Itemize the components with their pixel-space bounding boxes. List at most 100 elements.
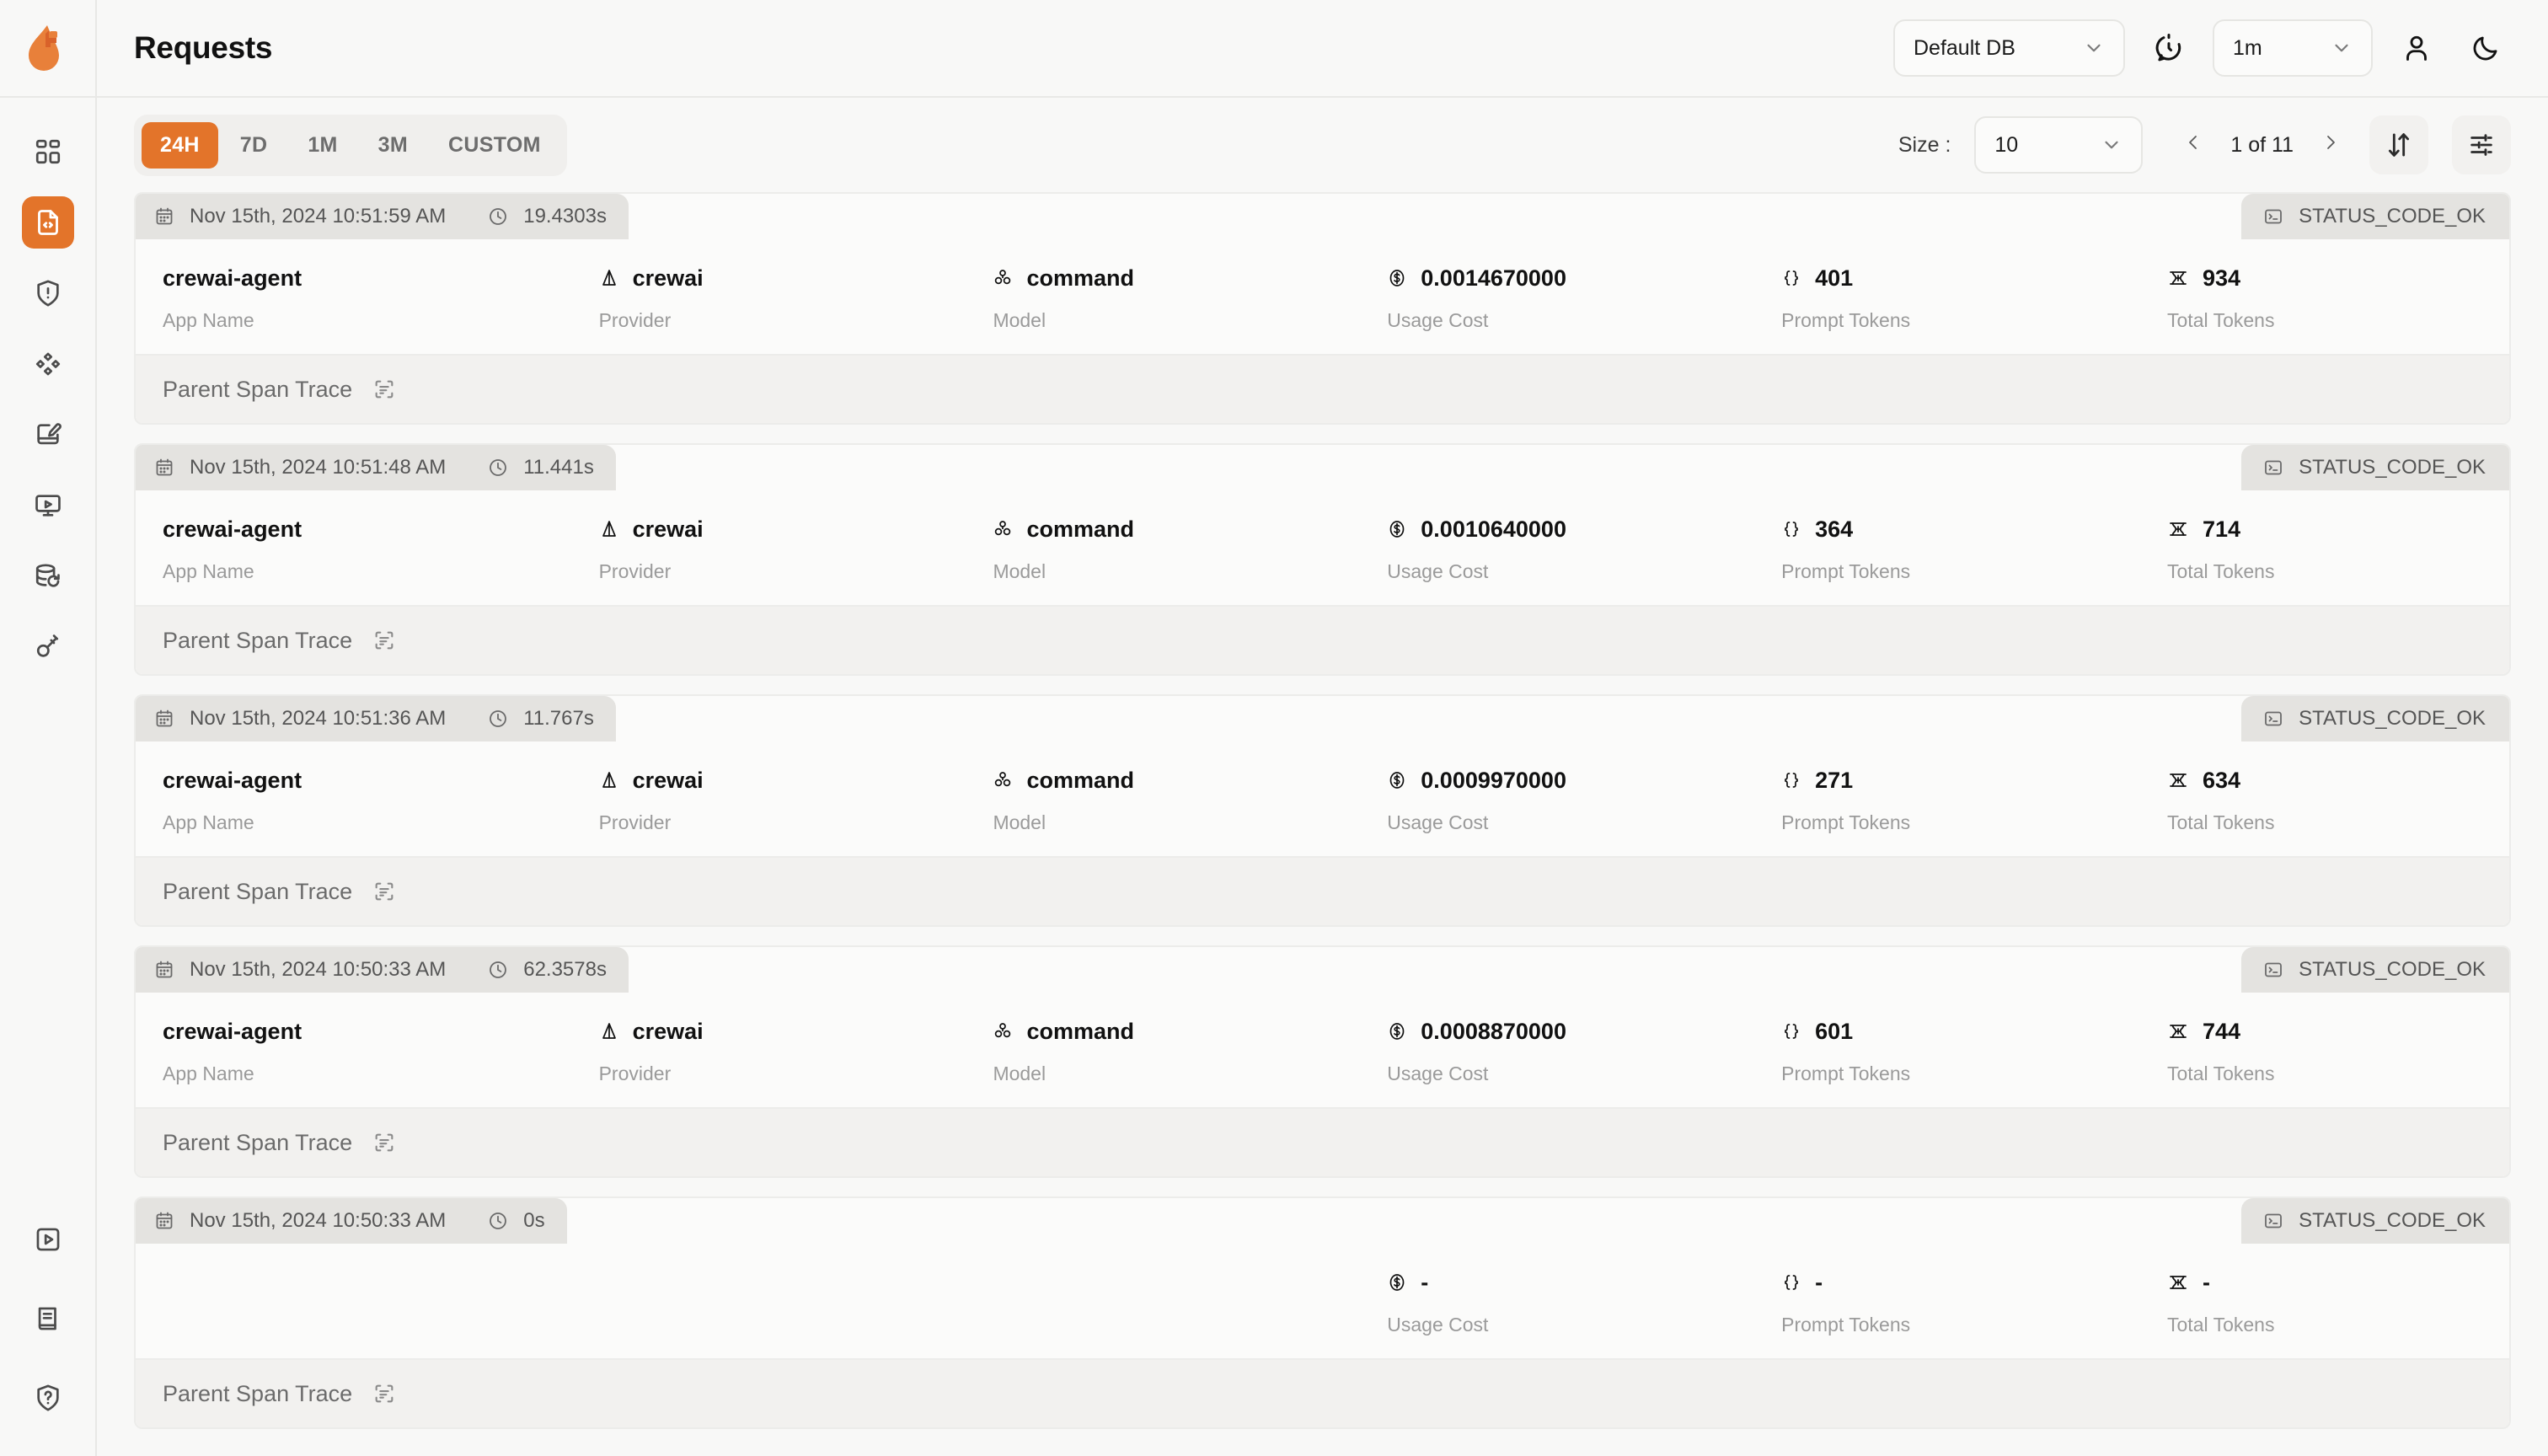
prev-page-button[interactable] [2178,127,2208,163]
chevron-right-icon [2327,136,2335,149]
provider-value: crewai [632,767,704,793]
card-footer[interactable]: Parent Span Trace [136,1109,2509,1176]
atom-model-icon [993,519,1013,539]
field-label: Prompt Tokens [1781,309,1911,331]
usage-cost-value: 0.0008870000 [1421,1018,1566,1044]
card-footer[interactable]: Parent Span Trace [136,1360,2509,1427]
field-label: Total Tokens [2167,1314,2275,1336]
card-status-pill: STATUS_CODE_OK [2241,947,2509,993]
model-value: command [1026,265,1134,291]
request-card[interactable]: Nov 15th, 2024 10:51:48 AM 11.441s STATU… [134,443,2511,676]
database-select[interactable]: Default DB [1893,19,2125,77]
prompt-tokens-value: 401 [1815,265,1854,291]
field-total-tokens: - Total Tokens [2140,1266,2509,1336]
sidebar-item-tutorials[interactable] [22,1213,74,1266]
status-badge: STATUS_CODE_OK [2299,958,2486,981]
request-card[interactable]: Nov 15th, 2024 10:51:36 AM 11.767s STATU… [134,694,2511,927]
braces-icon [1781,1272,1801,1293]
dollar-circle-icon [1387,268,1407,288]
range-tab-1m[interactable]: 1M [308,132,338,157]
sidebar-item-api-keys[interactable] [22,621,74,673]
video-play-icon [36,1228,59,1251]
field-model [966,1266,1360,1299]
sidebar-item-requests[interactable] [21,196,74,249]
field-model: command Model [966,261,1360,332]
dollar-circle-icon [1387,770,1407,790]
field-app-name: crewai-agent App Name [136,512,572,583]
field-label: Usage Cost [1387,309,1489,331]
card-footer[interactable]: Parent Span Trace [136,356,2509,423]
parent-span-trace-label: Parent Span Trace [163,1380,353,1406]
range-tab-7d[interactable]: 7D [239,132,268,157]
parent-span-trace-label: Parent Span Trace [163,1129,353,1155]
field-app-name [136,1266,572,1299]
field-app-name: crewai-agent App Name [136,261,572,332]
field-total-tokens: 744 Total Tokens [2140,1014,2509,1085]
trace-scan-icon[interactable] [372,1382,396,1405]
sidebar-nav-top [21,98,74,673]
card-header: Nov 15th, 2024 10:50:33 AM 62.3578s STAT… [136,947,2509,993]
field-label: Provider [598,1063,672,1084]
terminal-icon [2263,709,2283,729]
field-label: App Name [163,560,254,582]
shield-question-icon [36,1384,59,1411]
sidebar-item-docs[interactable] [22,1293,74,1345]
total-tokens-value: 634 [2203,767,2241,793]
field-total-tokens: 934 Total Tokens [2140,261,2509,332]
sidebar-item-dashboard[interactable] [22,126,74,178]
trace-scan-icon[interactable] [372,880,396,903]
range-tab-custom[interactable]: CUSTOM [448,132,541,157]
interval-select[interactable]: 1m [2213,19,2373,77]
sidebar-item-prompt-hub[interactable] [22,409,74,461]
trace-scan-icon[interactable] [372,629,396,652]
trace-scan-icon[interactable] [372,1131,396,1154]
card-header: Nov 15th, 2024 10:51:48 AM 11.441s STATU… [136,445,2509,490]
card-footer[interactable]: Parent Span Trace [136,858,2509,925]
card-body: - Usage Cost - Prompt Tokens [136,1244,2509,1360]
refresh-interval-button[interactable] [2144,23,2194,73]
field-label: Prompt Tokens [1781,1314,1911,1336]
range-tab-24h[interactable]: 24H [142,121,218,169]
dollar-circle-icon [1387,1021,1407,1041]
profile-button[interactable] [2391,23,2442,73]
field-label: App Name [163,811,254,833]
card-footer[interactable]: Parent Span Trace [136,607,2509,674]
sidebar-item-vectors[interactable] [22,338,74,390]
usage-cost-value: 0.0010640000 [1421,516,1566,542]
pagination: 1 of 11 [2178,127,2346,163]
page-size-label: Size : [1898,132,1951,157]
trace-scan-icon[interactable] [372,377,396,401]
field-label: Prompt Tokens [1781,1063,1911,1084]
logo[interactable] [0,0,95,98]
filter-button[interactable] [2452,115,2511,174]
database-restore-icon [35,564,60,587]
card-timestamp-pill: Nov 15th, 2024 10:50:33 AM 0s [136,1198,567,1244]
field-label: App Name [163,309,254,331]
range-tab-3m[interactable]: 3M [377,132,409,157]
card-timestamp: Nov 15th, 2024 10:50:33 AM [190,1209,447,1232]
atom-model-icon [993,1021,1013,1041]
sidebar-item-exceptions[interactable] [22,267,74,319]
sidebar-item-playground[interactable] [22,479,74,532]
sidebar-item-database[interactable] [22,550,74,602]
card-timestamp: Nov 15th, 2024 10:51:36 AM [190,707,447,730]
parent-span-trace-label: Parent Span Trace [163,627,353,653]
theme-toggle-button[interactable] [2460,23,2511,73]
field-label: Total Tokens [2167,560,2275,582]
request-card[interactable]: Nov 15th, 2024 10:50:33 AM 0s STATUS_COD… [134,1196,2511,1429]
total-tokens-value: - [2203,1269,2211,1295]
sort-button[interactable] [2369,115,2428,174]
braces-icon [1781,770,1801,790]
status-badge: STATUS_CODE_OK [2299,456,2486,479]
page-size-select[interactable]: 10 [1974,116,2144,174]
request-card[interactable]: Nov 15th, 2024 10:50:33 AM 62.3578s STAT… [134,945,2511,1178]
next-page-button[interactable] [2315,127,2346,163]
moon-icon [2473,36,2497,61]
usage-cost-value: 0.0014670000 [1421,265,1566,291]
sidebar-item-support[interactable] [22,1372,74,1424]
status-badge: STATUS_CODE_OK [2299,1209,2486,1232]
triangle-provider-icon [599,268,619,288]
tokens-icon [2167,1272,2189,1293]
calendar-icon [154,960,174,980]
request-card[interactable]: Nov 15th, 2024 10:51:59 AM 19.4303s STAT… [134,192,2511,425]
